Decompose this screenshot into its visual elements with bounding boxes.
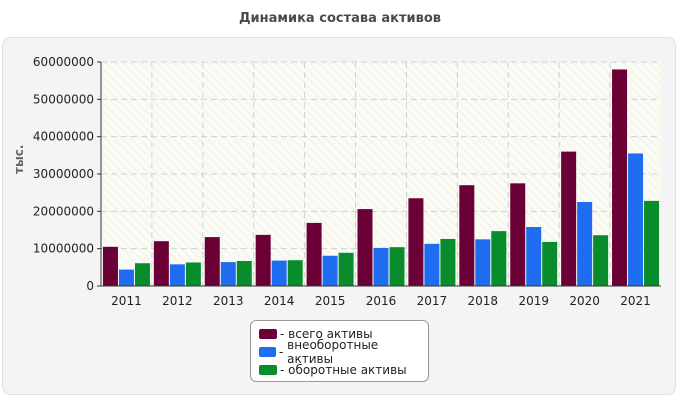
bar-noncurrent-2014	[271, 260, 287, 286]
bar-noncurrent-2018	[475, 239, 491, 286]
bar-total-2011	[102, 246, 118, 286]
axes	[97, 61, 661, 287]
bar-noncurrent-2017	[424, 243, 440, 286]
bar-current-2016	[389, 247, 405, 286]
legend-prefix: -	[280, 363, 289, 377]
bar-noncurrent-2011	[118, 269, 134, 286]
bar-noncurrent-2019	[526, 227, 542, 286]
bar-current-2018	[491, 231, 507, 286]
legend-item: - всего активы	[259, 325, 420, 343]
legend-label-noncurrent: внеоборотные активы	[287, 338, 379, 366]
legend-item: - внеоборотные активы	[259, 338, 420, 366]
legend-item: - оборотные активы	[259, 361, 420, 379]
x-tick-label: 2014	[264, 294, 295, 308]
bar-current-2015	[338, 252, 354, 286]
bar-current-2017	[440, 238, 456, 286]
bar-current-2011	[134, 263, 150, 286]
x-tick-label: 2019	[518, 294, 549, 308]
bar-noncurrent-2013	[220, 262, 236, 286]
bar-noncurrent-2012	[169, 264, 185, 286]
legend-swatch-current	[259, 365, 277, 375]
x-tick-label: 2011	[111, 294, 142, 308]
chart-title: Динамика состава активов	[238, 11, 442, 26]
bar-current-2013	[236, 260, 252, 286]
bar-total-2021	[612, 69, 628, 286]
bar-total-2016	[357, 209, 373, 286]
y-tick-labels: 0 10000000 20000000 30000000 40000000 5000000…	[33, 55, 94, 293]
bar-noncurrent-2016	[373, 247, 389, 286]
bars-group	[102, 69, 660, 286]
bar-total-2013	[204, 237, 220, 286]
y-tick-label: 30000000	[33, 167, 94, 181]
y-tick-label: 50000000	[33, 92, 94, 106]
y-tick-label: 20000000	[33, 204, 94, 218]
x-tick-label: 2018	[468, 294, 499, 308]
x-tick-label: 2021	[620, 294, 651, 308]
legend-swatch-total	[259, 329, 277, 339]
y-tick-label: 0	[86, 279, 94, 293]
bar-noncurrent-2015	[322, 255, 338, 286]
bar-current-2021	[644, 200, 660, 286]
legend-prefix: -	[280, 327, 289, 341]
bar-total-2019	[510, 183, 526, 286]
bar-noncurrent-2020	[577, 202, 593, 286]
legend-swatch-noncurrent	[259, 347, 276, 357]
grid-lines	[101, 61, 661, 286]
bar-total-2015	[306, 222, 322, 286]
bar-noncurrent-2021	[628, 153, 644, 286]
x-tick-label: 2020	[569, 294, 600, 308]
x-tick-label: 2013	[213, 294, 244, 308]
legend-label-total: всего активы	[288, 327, 373, 341]
bar-total-2018	[459, 185, 475, 286]
x-tick-label: 2016	[366, 294, 397, 308]
bar-total-2012	[153, 241, 169, 286]
bar-total-2014	[255, 234, 271, 286]
bar-current-2019	[542, 241, 558, 286]
y-axis-label: тыс.	[12, 144, 26, 174]
y-tick-label: 40000000	[33, 130, 94, 144]
bar-current-2014	[287, 260, 303, 286]
legend-label-current: оборотные активы	[288, 363, 407, 377]
x-tick-label: 2015	[315, 294, 346, 308]
x-tick-label: 2017	[417, 294, 448, 308]
bar-total-2017	[408, 198, 424, 286]
x-tick-label: 2012	[162, 294, 193, 308]
bar-current-2012	[185, 262, 201, 286]
y-tick-label: 60000000	[33, 55, 94, 69]
y-tick-label: 10000000	[33, 242, 94, 256]
legend: - всего активы - внеоборотные активы - о…	[250, 320, 429, 382]
x-tick-labels: 2011 2012 2013 2014 2015 2016 2017 2018 2019 2020…	[111, 294, 651, 308]
bar-total-2020	[561, 151, 577, 286]
bar-current-2020	[593, 235, 609, 286]
legend-prefix: -	[278, 345, 288, 359]
